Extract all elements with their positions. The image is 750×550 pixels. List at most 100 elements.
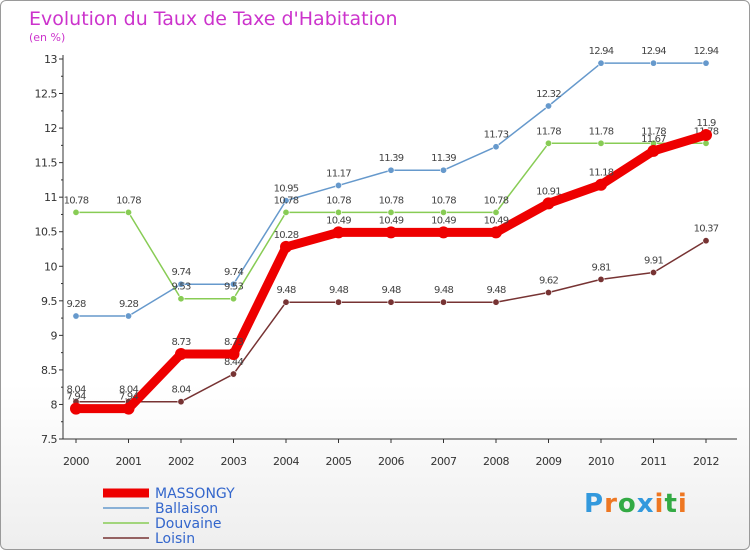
data-label: 10.28	[274, 230, 299, 241]
data-label: 9.62	[539, 276, 559, 287]
logo-letter: P	[584, 489, 605, 519]
legend-item-massongy: MASSONGY	[103, 486, 235, 502]
data-point	[122, 402, 135, 415]
data-point	[597, 59, 605, 67]
data-point	[177, 280, 185, 288]
data-point	[544, 139, 552, 147]
data-point	[649, 59, 657, 67]
data-label: 8.04	[171, 385, 191, 396]
data-label: 7.94	[66, 392, 86, 403]
data-label: 11.39	[431, 153, 456, 164]
logo-letter: o	[617, 489, 637, 519]
data-label: 9.74	[224, 267, 244, 278]
series-massongy: 7.94 7.94 8.73 8.73 10.28 10.49 10.49 10.49 10.4…	[66, 118, 717, 415]
legend-label: Ballaison	[155, 501, 218, 517]
data-label: 11.18	[589, 168, 614, 179]
data-label: 10.49	[484, 215, 509, 226]
data-label: 10.49	[431, 215, 456, 226]
data-label: 11.78	[536, 126, 561, 137]
data-label: 10.91	[536, 186, 561, 197]
series-loisin: 8.04 8.04 8.04 8.44 9.48 9.48 9.48 9.48 9.48 9.62…	[66, 224, 720, 406]
data-label: 8.73	[224, 337, 244, 348]
data-point	[700, 129, 712, 141]
data-label: 9.28	[119, 299, 139, 310]
data-point	[490, 226, 502, 239]
data-point	[334, 298, 342, 306]
data-point	[542, 197, 555, 210]
data-point	[649, 268, 657, 276]
data-point	[702, 139, 710, 147]
y-tick-label: 11.5	[35, 157, 58, 170]
data-point	[177, 295, 185, 303]
data-label: 11.78	[589, 126, 614, 137]
data-point	[280, 240, 292, 253]
logo-letter: i	[654, 489, 665, 519]
data-label: 10.78	[484, 195, 509, 206]
data-label: 10.78	[431, 195, 456, 206]
x-tick-label: 2005	[326, 455, 352, 468]
data-label: 12.94	[589, 46, 614, 57]
legend-item-loisin: Loisin	[103, 531, 195, 547]
legend-item-douvaine: Douvaine	[103, 516, 221, 532]
data-label: 8.04	[119, 385, 139, 396]
data-label: 11.73	[484, 130, 509, 141]
data-point	[387, 166, 395, 174]
data-point	[647, 144, 660, 157]
data-point	[439, 208, 447, 216]
y-tick-label: 8	[51, 398, 58, 411]
data-point	[230, 295, 238, 303]
logo-letter: r	[604, 489, 618, 519]
data-label: 8.73	[171, 337, 191, 348]
logo-letter: t	[664, 489, 678, 519]
logo-letter: x	[636, 489, 655, 519]
data-label: 10.49	[326, 215, 351, 226]
data-label: 9.28	[66, 299, 86, 310]
data-point	[544, 289, 552, 297]
y-tick-label: 8.5	[41, 364, 57, 377]
data-point	[72, 208, 80, 216]
x-tick-label: 2003	[221, 455, 247, 468]
proxiti-logo: Proxiti	[584, 489, 688, 519]
data-point	[544, 102, 552, 110]
y-tick-label: 12.5	[35, 88, 58, 101]
data-point	[282, 208, 290, 216]
data-label: 9.74	[171, 267, 191, 278]
data-label: 7.94	[119, 392, 139, 403]
y-tick-label: 9.5	[41, 295, 57, 308]
data-label: 9.48	[276, 285, 296, 296]
data-point	[72, 312, 80, 320]
data-point	[597, 139, 605, 147]
data-point	[492, 298, 500, 306]
data-label: 12.94	[641, 46, 666, 57]
x-tick-label: 2012	[693, 455, 719, 468]
data-point	[282, 197, 290, 205]
y-tick-label: 11	[44, 191, 57, 204]
y-tick-label: 13	[44, 53, 57, 66]
data-label: 11.78	[641, 126, 666, 137]
data-label: 8.04	[66, 385, 86, 396]
data-point	[437, 226, 450, 239]
data-point	[702, 59, 710, 67]
data-label: 10.78	[64, 195, 89, 206]
series-line	[75, 239, 707, 403]
data-point	[175, 348, 187, 361]
x-tick-label: 2001	[116, 455, 142, 468]
y-tick-label: 10	[44, 260, 57, 273]
y-tick-label: 7.5	[41, 433, 57, 446]
x-tick-label: 2004	[273, 455, 299, 468]
legend-label: Loisin	[155, 531, 195, 547]
x-tick-label: 2010	[588, 455, 614, 468]
data-point	[282, 298, 290, 306]
data-label: 12.94	[694, 46, 719, 57]
data-label: 10.78	[379, 195, 404, 206]
data-point	[387, 298, 395, 306]
data-label: 9.48	[434, 285, 454, 296]
data-label: 9.53	[171, 282, 191, 293]
data-label: 9.53	[224, 282, 244, 293]
data-point	[334, 208, 342, 216]
y-tick-label: 9	[51, 329, 58, 342]
axes: 7.5 8 8.5 9 9.5 10 10.5 11 11.5 12 12.5 13 2000 2001 2…	[35, 53, 737, 468]
data-label: 11.9	[696, 118, 716, 129]
